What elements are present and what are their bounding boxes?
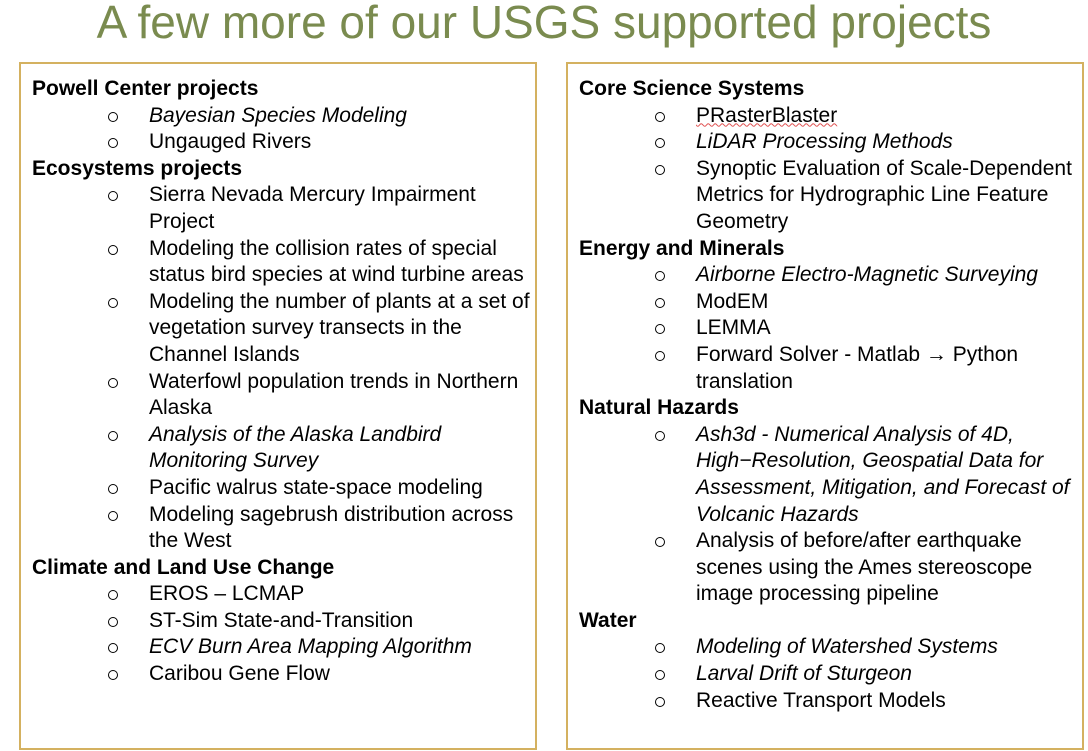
project-item: Waterfowl population trends in Northern …	[21, 369, 535, 422]
section-heading: Core Science Systems	[579, 77, 805, 100]
circle-bullet-icon	[655, 537, 665, 548]
section-heading: Ecosystems projects	[32, 156, 243, 180]
project-item: Analysis of before/after earthquake scen…	[568, 528, 1082, 608]
project-item-text: LEMMA	[696, 316, 771, 340]
project-item-text: Synoptic Evaluation of Scale-Dependent M…	[696, 156, 1072, 233]
project-list: PRasterBlaster LiDAR Processing Methods Sy…	[568, 103, 1082, 236]
project-item: Pacific walrus state-space modeling	[21, 475, 535, 502]
project-item-text: Modeling of Watershed Systems	[696, 635, 998, 659]
circle-bullet-icon	[655, 324, 665, 335]
circle-bullet-icon	[655, 670, 665, 681]
project-item: Ungauged Rivers	[21, 129, 535, 156]
project-item: Modeling the collision rates of special …	[21, 236, 535, 289]
project-item: Modeling sagebrush distribution across t…	[21, 502, 535, 555]
circle-bullet-icon	[655, 430, 665, 441]
project-item: ECV Burn Area Mapping Algorithm	[21, 634, 535, 661]
circle-bullet-icon	[655, 696, 665, 707]
section-powell-center-projects: Powell Center projects Bayesian Species M…	[21, 76, 535, 156]
project-item-text: Pacific walrus state-space modeling	[149, 475, 483, 499]
project-item-text: PRasterBlaster	[696, 103, 838, 127]
circle-bullet-icon	[108, 111, 118, 122]
project-list: Modeling of Watershed Systems Larval Drif…	[568, 634, 1082, 714]
circle-bullet-icon	[108, 377, 118, 388]
project-list: Sierra Nevada Mercury Impairment Project…	[21, 182, 535, 554]
project-item: Ash3d - Numerical Analysis of 4D, High−R…	[568, 422, 1082, 528]
project-item: Forward Solver - Matlab → Python transla…	[568, 342, 1082, 395]
circle-bullet-icon	[655, 350, 665, 361]
project-item-text: Larval Drift of Sturgeon	[696, 662, 912, 686]
project-item-text: ECV Burn Area Mapping Algorithm	[149, 635, 472, 659]
section-ecosystems-projects: Ecosystems projects Sierra Nevada Mercury…	[21, 156, 535, 555]
circle-bullet-icon	[655, 297, 665, 308]
project-item: Analysis of the Alaska Landbird Monitori…	[21, 422, 535, 475]
project-list: Airborne Electro-Magnetic Surveying ModEM…	[568, 262, 1082, 395]
project-item-text: Airborne Electro-Magnetic Surveying	[696, 263, 1038, 287]
project-item-text: Sierra Nevada Mercury Impairment Project	[149, 183, 476, 233]
circle-bullet-icon	[108, 297, 118, 308]
circle-bullet-icon	[108, 616, 118, 627]
circle-bullet-icon	[655, 164, 665, 175]
circle-bullet-icon	[108, 510, 118, 521]
project-item-text: Ash3d - Numerical Analysis of 4D, High−R…	[696, 422, 1070, 526]
section-heading: Energy and Minerals	[579, 236, 785, 260]
project-item: Modeling of Watershed Systems	[568, 634, 1082, 661]
project-item: Synoptic Evaluation of Scale-Dependent M…	[568, 156, 1082, 236]
project-item-text: Analysis of the Alaska Landbird Monitori…	[149, 422, 442, 473]
circle-bullet-icon	[655, 643, 665, 654]
section-heading: Climate and Land Use Change	[32, 555, 335, 579]
section-water: Water Modeling of Watershed Systems Larval…	[568, 608, 1082, 714]
project-item: Sierra Nevada Mercury Impairment Project	[21, 182, 535, 235]
project-list: EROS – LCMAP ST-Sim State-and-Transition E…	[21, 581, 535, 687]
project-list: Ash3d - Numerical Analysis of 4D, High−R…	[568, 422, 1082, 608]
project-item-text: Forward Solver - Matlab → Python transla…	[696, 342, 1019, 393]
circle-bullet-icon	[108, 138, 118, 149]
section-heading: Powell Center projects	[32, 77, 259, 100]
project-item: Bayesian Species Modeling	[21, 103, 535, 130]
project-item: Caribou Gene Flow	[21, 661, 535, 688]
circle-bullet-icon	[108, 244, 118, 255]
project-item-text: Modeling sagebrush distribution across t…	[149, 502, 514, 553]
section-heading: Water	[579, 608, 637, 632]
circle-bullet-icon	[655, 271, 665, 282]
circle-bullet-icon	[108, 670, 118, 681]
project-item: PRasterBlaster	[568, 103, 1082, 130]
project-item-text: LiDAR Processing Methods	[696, 130, 953, 154]
circle-bullet-icon	[655, 138, 665, 149]
project-item-text: Waterfowl population trends in Northern …	[149, 369, 519, 420]
project-item: Airborne Electro-Magnetic Surveying	[568, 262, 1082, 289]
project-item: LiDAR Processing Methods	[568, 129, 1082, 156]
circle-bullet-icon	[108, 590, 118, 601]
section-energy-and-minerals: Energy and Minerals Airborne Electro-Magn…	[568, 236, 1082, 396]
project-item-text: Ungauged Rivers	[149, 130, 312, 154]
project-item-text: Bayesian Species Modeling	[149, 103, 407, 127]
circle-bullet-icon	[108, 191, 118, 202]
project-item-text: Analysis of before/after earthquake scen…	[696, 529, 1033, 606]
project-item: Reactive Transport Models	[568, 688, 1082, 715]
project-item-text: ST-Sim State-and-Transition	[149, 608, 414, 632]
slide-title: A few more of our USGS supported project…	[96, 0, 992, 48]
section-heading: Natural Hazards	[579, 396, 739, 420]
circle-bullet-icon	[108, 643, 118, 654]
circle-bullet-icon	[655, 111, 665, 122]
project-list: Bayesian Species Modeling Ungauged Rivers	[21, 103, 535, 156]
project-item-text: EROS – LCMAP	[149, 582, 305, 606]
circle-bullet-icon	[108, 430, 118, 441]
section-climate-and-land-use-change: Climate and Land Use Change EROS – LCMAP S…	[21, 555, 535, 688]
project-item-text: ModEM	[696, 289, 769, 313]
circle-bullet-icon	[108, 483, 118, 494]
project-item: Larval Drift of Sturgeon	[568, 661, 1082, 688]
project-item: EROS – LCMAP	[21, 581, 535, 608]
section-core-science-systems: Core Science Systems PRasterBlaster LiDAR …	[568, 76, 1082, 236]
project-item: ModEM	[568, 289, 1082, 316]
project-item-text: Caribou Gene Flow	[149, 662, 330, 686]
project-item: LEMMA	[568, 315, 1082, 342]
project-item-text: Reactive Transport Models	[696, 688, 946, 712]
project-item: Modeling the number of plants at a set o…	[21, 289, 535, 369]
section-natural-hazards: Natural Hazards Ash3d - Numerical Analysi…	[568, 395, 1082, 608]
project-item-text: Modeling the collision rates of special …	[149, 236, 524, 287]
project-item-text: Modeling the number of plants at a set o…	[149, 289, 530, 366]
project-item: ST-Sim State-and-Transition	[21, 608, 535, 635]
left-project-box: Powell Center projects Bayesian Species M…	[19, 62, 537, 750]
right-project-box: Core Science Systems PRasterBlaster LiDAR …	[566, 62, 1084, 750]
